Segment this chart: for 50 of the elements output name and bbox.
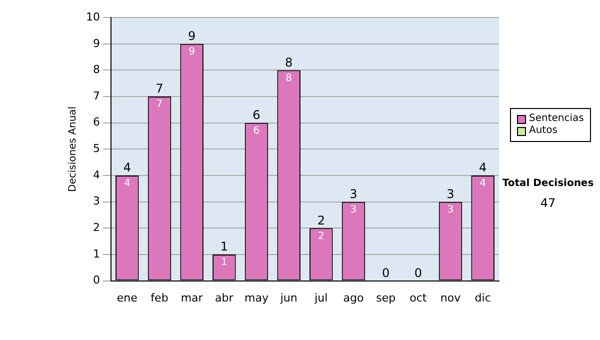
total-label: 8 [285, 55, 293, 70]
x-tick-label: ago [343, 291, 364, 304]
y-tick-label: 3 [92, 194, 100, 208]
x-tick-label: dic [474, 291, 491, 304]
data-label: 2 [318, 230, 324, 242]
total-label: 9 [188, 29, 196, 44]
total-label: 3 [446, 186, 454, 201]
total-label: 3 [350, 186, 358, 201]
x-tick-label: mar [180, 291, 204, 304]
data-label: 8 [286, 72, 292, 84]
data-label: 6 [253, 125, 260, 136]
total-label: 6 [252, 108, 260, 122]
total-label: 2 [317, 213, 325, 228]
y-tick-label: 10 [86, 10, 100, 24]
x-tick-label: abr [215, 291, 234, 304]
data-label: 7 [156, 99, 163, 110]
legend-label: Autos [529, 125, 558, 137]
y-tick-label: 7 [92, 89, 100, 102]
total-label: 0 [382, 266, 390, 280]
y-tick-label: 4 [92, 168, 100, 182]
text: 47 [539, 196, 557, 210]
y-tick-label: 9 [92, 36, 100, 50]
data-label: 4 [480, 178, 486, 190]
x-tick-label: may [244, 291, 269, 304]
data-label: 3 [447, 204, 454, 216]
y-tick-label: 6 [92, 116, 100, 129]
y-tick-label: 1 [92, 247, 100, 260]
y-axis-title: Decisiones Anual [68, 106, 79, 192]
total-label: 7 [156, 82, 164, 96]
y-tick-label: 8 [92, 63, 100, 76]
x-tick-label: feb [150, 291, 168, 304]
x-tick-label: jul [314, 291, 328, 304]
data-label: 3 [350, 204, 357, 216]
x-tick-label: nov [440, 291, 462, 304]
y-tick-label: 5 [92, 142, 100, 156]
x-tick-label: oct [410, 291, 428, 304]
text: Total Decisiones [501, 178, 595, 189]
total-label: 0 [414, 266, 422, 280]
legend-label: Sentencias [529, 113, 584, 125]
total-label: 1 [220, 240, 228, 254]
data-label: 1 [220, 257, 228, 268]
total-label: 4 [479, 160, 487, 175]
total-label: 4 [123, 160, 131, 175]
x-tick-label: ene [116, 291, 138, 304]
data-label: 9 [188, 46, 196, 58]
data-label: 4 [124, 178, 130, 190]
y-tick-label: 0 [92, 274, 100, 287]
x-tick-label: jun [279, 291, 298, 304]
y-tick-label: 2 [92, 221, 100, 234]
x-tick-label: sep [376, 291, 396, 304]
